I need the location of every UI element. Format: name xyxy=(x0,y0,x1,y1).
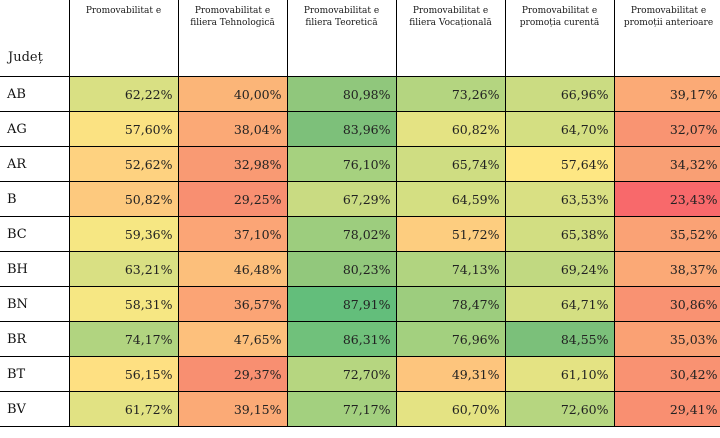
table-row: BH 63,21% 46,48% 80,23% 74,13% 69,24% 38,37% xyxy=(0,251,720,287)
vocational-cell: 78,47% xyxy=(396,286,506,322)
vocational-cell: 74,13% xyxy=(396,251,506,287)
theoretical-cell: 87,91% xyxy=(287,286,397,322)
technological-cell: 32,98% xyxy=(178,146,288,182)
theoretical-cell: 67,29% xyxy=(287,181,397,217)
county-cell: BN xyxy=(0,286,70,322)
technological-cell: 39,15% xyxy=(178,391,288,427)
table-row: BR 74,17% 47,65% 86,31% 76,96% 84,55% 35,03% xyxy=(0,321,720,357)
current-cohort-cell: 69,24% xyxy=(505,251,615,287)
county-cell: AG xyxy=(0,111,70,147)
county-cell: BH xyxy=(0,251,70,287)
theoretical-cell: 83,96% xyxy=(287,111,397,147)
previous-cohorts-cell: 35,03% xyxy=(614,321,720,357)
pass-rate-cell: 61,72% xyxy=(69,391,179,427)
column-header-vocational: Promovabilitat e filiera Vocațională xyxy=(396,0,506,77)
pass-rate-cell: 50,82% xyxy=(69,181,179,217)
previous-cohorts-cell: 30,86% xyxy=(614,286,720,322)
technological-cell: 40,00% xyxy=(178,76,288,112)
previous-cohorts-cell: 32,07% xyxy=(614,111,720,147)
theoretical-cell: 80,98% xyxy=(287,76,397,112)
table-row: AG 57,60% 38,04% 83,96% 60,82% 64,70% 32,07% xyxy=(0,111,720,147)
county-cell: BR xyxy=(0,321,70,357)
current-cohort-cell: 64,71% xyxy=(505,286,615,322)
header-row: Județ Promovabilitat e Promovabilitat e … xyxy=(0,0,720,77)
column-header-theoretical: Promovabilitat e filiera Teoretică xyxy=(287,0,397,77)
previous-cohorts-cell: 34,32% xyxy=(614,146,720,182)
pass-rate-cell: 57,60% xyxy=(69,111,179,147)
theoretical-cell: 78,02% xyxy=(287,216,397,252)
table-row: BN 58,31% 36,57% 87,91% 78,47% 64,71% 30,86% xyxy=(0,286,720,322)
column-header-technological: Promovabilitat e filiera Tehnologică xyxy=(178,0,288,77)
theoretical-cell: 76,10% xyxy=(287,146,397,182)
column-header-pass-rate: Promovabilitat e xyxy=(69,0,179,77)
county-cell: B xyxy=(0,181,70,217)
vocational-cell: 65,74% xyxy=(396,146,506,182)
column-header-previous-cohorts: Promovabilitat e promoții anterioare xyxy=(614,0,720,77)
current-cohort-cell: 72,60% xyxy=(505,391,615,427)
theoretical-cell: 86,31% xyxy=(287,321,397,357)
previous-cohorts-cell: 29,41% xyxy=(614,391,720,427)
previous-cohorts-cell: 38,37% xyxy=(614,251,720,287)
current-cohort-cell: 61,10% xyxy=(505,356,615,392)
table-row: AB 62,22% 40,00% 80,98% 73,26% 66,96% 39,17% xyxy=(0,76,720,112)
technological-cell: 38,04% xyxy=(178,111,288,147)
county-cell: AR xyxy=(0,146,70,182)
pass-rate-cell: 58,31% xyxy=(69,286,179,322)
table-row: BV 61,72% 39,15% 77,17% 60,70% 72,60% 29,41% xyxy=(0,391,720,427)
vocational-cell: 60,70% xyxy=(396,391,506,427)
technological-cell: 47,65% xyxy=(178,321,288,357)
vocational-cell: 76,96% xyxy=(396,321,506,357)
table-row: BC 59,36% 37,10% 78,02% 51,72% 65,38% 35,52% xyxy=(0,216,720,252)
table-row: BT 56,15% 29,37% 72,70% 49,31% 61,10% 30,42% xyxy=(0,356,720,392)
vocational-cell: 60,82% xyxy=(396,111,506,147)
pass-rate-cell: 59,36% xyxy=(69,216,179,252)
previous-cohorts-cell: 30,42% xyxy=(614,356,720,392)
vocational-cell: 73,26% xyxy=(396,76,506,112)
previous-cohorts-cell: 35,52% xyxy=(614,216,720,252)
pass-rate-cell: 74,17% xyxy=(69,321,179,357)
pass-rate-cell: 63,21% xyxy=(69,251,179,287)
current-cohort-cell: 65,38% xyxy=(505,216,615,252)
county-cell: BC xyxy=(0,216,70,252)
table-row: AR 52,62% 32,98% 76,10% 65,74% 57,64% 34,32% xyxy=(0,146,720,182)
current-cohort-cell: 84,55% xyxy=(505,321,615,357)
technological-cell: 36,57% xyxy=(178,286,288,322)
theoretical-cell: 72,70% xyxy=(287,356,397,392)
current-cohort-cell: 66,96% xyxy=(505,76,615,112)
technological-cell: 29,25% xyxy=(178,181,288,217)
previous-cohorts-cell: 23,43% xyxy=(614,181,720,217)
table-row: B 50,82% 29,25% 67,29% 64,59% 63,53% 23,43% xyxy=(0,181,720,217)
vocational-cell: 64,59% xyxy=(396,181,506,217)
pass-rate-cell: 62,22% xyxy=(69,76,179,112)
column-header-county: Județ xyxy=(0,0,70,77)
previous-cohorts-cell: 39,17% xyxy=(614,76,720,112)
pass-rate-table: Județ Promovabilitat e Promovabilitat e … xyxy=(0,0,720,427)
pass-rate-cell: 52,62% xyxy=(69,146,179,182)
technological-cell: 29,37% xyxy=(178,356,288,392)
pass-rate-cell: 56,15% xyxy=(69,356,179,392)
vocational-cell: 51,72% xyxy=(396,216,506,252)
current-cohort-cell: 57,64% xyxy=(505,146,615,182)
technological-cell: 37,10% xyxy=(178,216,288,252)
theoretical-cell: 77,17% xyxy=(287,391,397,427)
county-cell: AB xyxy=(0,76,70,112)
county-cell: BT xyxy=(0,356,70,392)
current-cohort-cell: 63,53% xyxy=(505,181,615,217)
technological-cell: 46,48% xyxy=(178,251,288,287)
current-cohort-cell: 64,70% xyxy=(505,111,615,147)
theoretical-cell: 80,23% xyxy=(287,251,397,287)
vocational-cell: 49,31% xyxy=(396,356,506,392)
county-cell: BV xyxy=(0,391,70,427)
column-header-current-cohort: Promovabilitat e promoția curentă xyxy=(505,0,615,77)
